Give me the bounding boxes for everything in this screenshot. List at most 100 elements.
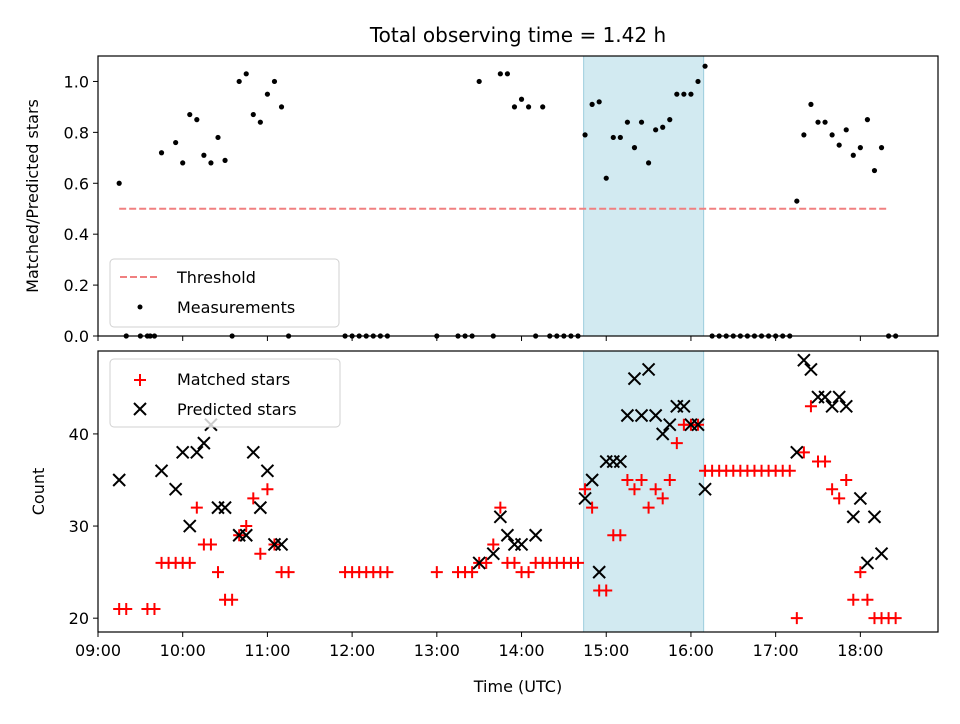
count-x-tick-label: 15:00 bbox=[583, 641, 629, 660]
legend-measurements-label: Measurements bbox=[177, 298, 295, 317]
matched-star-point bbox=[254, 547, 267, 560]
legend-matched-swatch bbox=[134, 374, 146, 386]
measurement-point bbox=[815, 119, 821, 125]
predicted-star-point bbox=[246, 445, 261, 460]
legend-threshold-label: Threshold bbox=[176, 268, 256, 287]
measurement-point bbox=[116, 180, 122, 186]
measurement-point bbox=[794, 198, 800, 204]
predicted-star-point bbox=[472, 556, 486, 570]
count-x-tick-label: 09:00 bbox=[75, 641, 121, 660]
predicted-star-point bbox=[154, 464, 169, 478]
matched-star-point bbox=[508, 556, 521, 569]
x-axis-label: Time (UTC) bbox=[473, 677, 562, 696]
predicted-star-point bbox=[578, 491, 592, 506]
matched-star-point bbox=[628, 483, 641, 496]
measurement-point bbox=[250, 111, 256, 118]
predicted-star-point bbox=[260, 464, 275, 478]
predicted-star-point bbox=[825, 399, 839, 413]
count-x-tick-label: 18:00 bbox=[837, 641, 883, 660]
ratio-legend: Threshold Measurements bbox=[109, 258, 340, 328]
measurement-point bbox=[525, 104, 532, 110]
matched-star-point bbox=[840, 473, 853, 486]
matched-star-point bbox=[833, 492, 846, 505]
measurement-point bbox=[208, 160, 214, 166]
predicted-star-point bbox=[528, 528, 543, 542]
predicted-star-point bbox=[486, 546, 501, 561]
ratio-y-tick-label: 0.6 bbox=[64, 174, 89, 193]
matched-star-point bbox=[649, 483, 662, 496]
measurement-point bbox=[695, 78, 701, 85]
predicted-star-point bbox=[274, 537, 289, 552]
measurement-point bbox=[243, 71, 249, 77]
ratio-y-axis-label: Matched/Predicted stars bbox=[23, 99, 42, 293]
matched-star-point bbox=[120, 602, 133, 615]
legend-measurements-swatch bbox=[137, 304, 143, 310]
predicted-star-point bbox=[804, 362, 818, 377]
measurement-point bbox=[857, 145, 863, 151]
measurement-point bbox=[194, 117, 200, 123]
measurement-point bbox=[278, 104, 285, 110]
predicted-star-point bbox=[790, 445, 804, 460]
ratio-plot-frame bbox=[97, 55, 939, 337]
matched-star-point bbox=[480, 556, 493, 569]
measurement-point bbox=[624, 119, 631, 125]
matched-star-point bbox=[861, 593, 874, 606]
legend-predicted-label: Predicted stars bbox=[177, 400, 297, 419]
measurement-point bbox=[476, 78, 482, 85]
matched-star-point bbox=[282, 566, 295, 579]
predicted-star-point bbox=[818, 390, 832, 404]
count-x-tick-label: 12:00 bbox=[329, 641, 375, 660]
measurement-point bbox=[504, 71, 511, 77]
measurement-point bbox=[850, 152, 856, 158]
measurement-point bbox=[871, 167, 878, 174]
predicted-star-point bbox=[620, 408, 635, 423]
chart-title: Total observing time = 1.42 h bbox=[369, 23, 666, 47]
ratio-y-tick-label: 0.2 bbox=[64, 276, 89, 295]
predicted-star-point bbox=[648, 408, 663, 423]
matched-star-point bbox=[226, 593, 239, 606]
matched-star-point bbox=[889, 612, 902, 625]
matched-star-point bbox=[819, 455, 832, 468]
measurement-point bbox=[702, 63, 708, 69]
legend-matched-label: Matched stars bbox=[177, 370, 290, 389]
measurement-point bbox=[660, 124, 666, 130]
matched-star-point bbox=[204, 538, 217, 551]
measurement-point bbox=[173, 139, 179, 146]
predicted-star-point bbox=[839, 399, 853, 413]
measurement-point bbox=[518, 96, 525, 102]
count-legend-box bbox=[109, 358, 341, 428]
measurement-point bbox=[158, 150, 165, 156]
matched-star-point bbox=[183, 556, 196, 569]
ratio-y-tick-label: 0.4 bbox=[64, 225, 89, 244]
measurement-point bbox=[596, 99, 602, 105]
matched-star-point bbox=[466, 566, 479, 579]
matched-star-point bbox=[261, 483, 274, 496]
predicted-star-point bbox=[634, 408, 649, 423]
predicted-star-point bbox=[832, 390, 846, 404]
measurement-point bbox=[808, 101, 814, 107]
count-x-tick-label: 13:00 bbox=[414, 641, 460, 660]
count-y-tick-label: 20 bbox=[69, 609, 89, 628]
count-legend: Matched stars Predicted stars bbox=[109, 358, 341, 428]
measurement-point bbox=[617, 134, 623, 141]
matched-star-point bbox=[642, 501, 655, 514]
predicted-star-point bbox=[585, 473, 599, 487]
predicted-star-point bbox=[183, 519, 197, 533]
ratio-legend-box bbox=[109, 258, 340, 328]
ratio-panel: 0.0 0.2 0.4 0.6 0.8 1.0 Matched/Predicted sta… bbox=[23, 55, 939, 346]
predicted-star-point bbox=[514, 537, 529, 552]
count-y-tick-label: 40 bbox=[69, 425, 89, 444]
measurement-point bbox=[667, 117, 673, 123]
matched-star-point bbox=[247, 492, 260, 505]
matched-star-point bbox=[614, 529, 627, 542]
predicted-star-point bbox=[874, 546, 889, 561]
predicted-star-point bbox=[112, 473, 126, 487]
matched-star-point bbox=[790, 612, 803, 625]
predicted-star-points bbox=[112, 353, 889, 579]
predicted-star-point bbox=[168, 482, 183, 496]
measurement-point bbox=[681, 91, 687, 97]
count-x-tick-label: 10:00 bbox=[160, 641, 206, 660]
measurement-point bbox=[653, 127, 659, 133]
matched-star-point bbox=[487, 538, 500, 551]
measurement-point bbox=[645, 160, 652, 166]
